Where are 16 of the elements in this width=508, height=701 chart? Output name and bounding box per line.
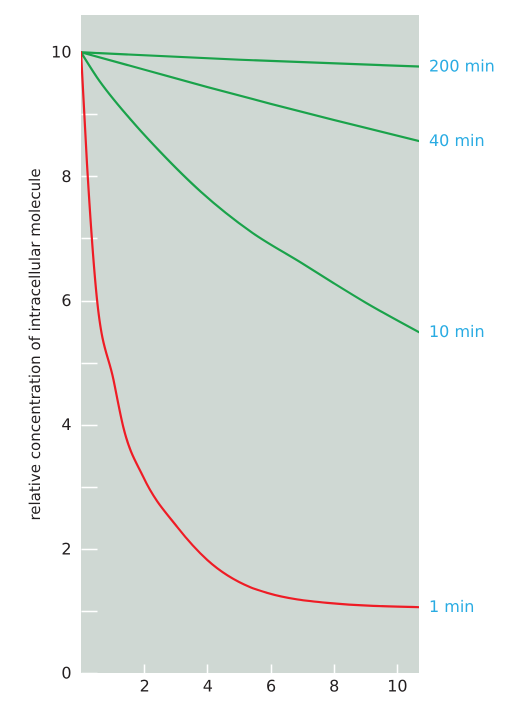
y-tick-label: 2 — [61, 539, 72, 558]
x-tick-label: 4 — [202, 676, 213, 696]
series-label: 10 min — [429, 322, 485, 342]
y-tick-label: 4 — [61, 415, 72, 434]
y-axis-title: relative concentration of intracellular molecule — [26, 168, 44, 521]
y-tick-label: 0 — [61, 664, 72, 682]
y-tick-label: 8 — [61, 166, 72, 186]
x-tick-label: 8 — [329, 676, 340, 696]
y-tick-label: 10 — [51, 42, 72, 62]
series-label: 40 min — [429, 131, 485, 150]
x-tick-label: 10 — [387, 676, 408, 696]
series-label: 1 min — [429, 597, 474, 616]
x-tick-label: 2 — [140, 676, 150, 696]
x-tick-label: 6 — [266, 676, 276, 696]
series-label: 200 min — [429, 56, 495, 76]
y-tick-label: 6 — [61, 291, 72, 310]
